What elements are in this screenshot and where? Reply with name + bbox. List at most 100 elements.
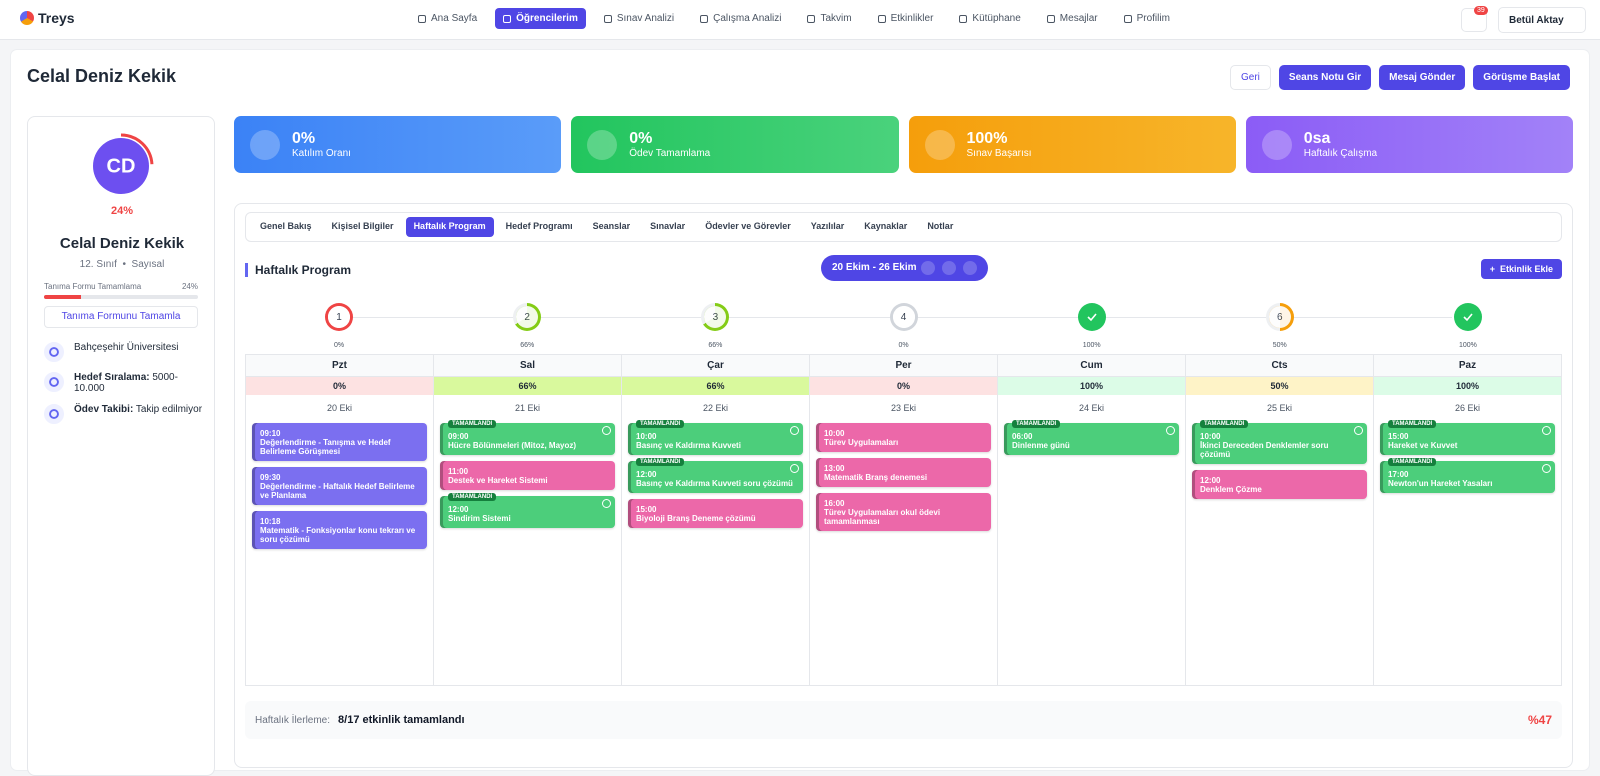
tab[interactable]: Hedef Programı: [505, 221, 573, 231]
event-time: 12:00: [448, 505, 469, 514]
event-title: Matematik - Fonksiyonlar konu tekrarı ve…: [260, 526, 416, 544]
week-range[interactable]: 20 Ekim - 26 Ekim: [821, 255, 988, 281]
tab[interactable]: Genel Bakış: [260, 221, 312, 231]
done-check: [602, 426, 611, 435]
next-week[interactable]: [963, 261, 977, 275]
tab[interactable]: Seanslar: [592, 221, 631, 231]
event-card[interactable]: 16:00 Türev Uygulamaları okul ödevi tamam…: [816, 493, 991, 531]
stat-body: 100% Sınav Başarısı: [967, 130, 1032, 159]
day-name: Pzt: [246, 355, 433, 377]
step-inner: 6: [1268, 306, 1291, 328]
event-card[interactable]: TAMAMLANDI 12:00 Basınç ve Kaldırma Kuvvet…: [628, 458, 803, 493]
event-card[interactable]: TAMAMLANDI 10:00 İkinci Dereceden Denkleml…: [1192, 420, 1367, 464]
event-card[interactable]: TAMAMLANDI 09:00 Hücre Bölünmeleri (Mitoz,…: [440, 420, 615, 455]
tab[interactable]: Kişisel Bilgiler: [331, 221, 394, 231]
header-button[interactable]: Görüşme Başlat: [1473, 65, 1570, 90]
event-time: 17:00: [1388, 470, 1409, 479]
event-card[interactable]: 12:00 Denklem Çözme: [1192, 470, 1367, 499]
student-name: Celal Deniz Kekik: [59, 235, 185, 252]
page-title: Celal Deniz Kekik: [27, 66, 177, 86]
event-title: Newton'un Hareket Yasaları: [1388, 479, 1493, 488]
info-text: Bahçeşehir Üniversitesi: [74, 342, 179, 362]
stat-card: 0% Ödev Tamamlama: [571, 116, 899, 173]
nav-label: Öğrencilerim: [516, 13, 578, 24]
prev-week[interactable]: [921, 261, 935, 275]
user-menu[interactable]: Betül Aktay: [1498, 7, 1586, 33]
event-title: Destek ve Hareket Sistemi: [448, 476, 548, 485]
day-date: 21 Eki: [514, 403, 540, 413]
tab[interactable]: Yazılılar: [810, 221, 845, 231]
event-card[interactable]: TAMAMLANDI 17:00 Newton'un Hareket Yasalar…: [1380, 458, 1555, 493]
event-title: Sindirim Sistemi: [448, 514, 511, 523]
calendar[interactable]: [942, 261, 956, 275]
nav-item[interactable]: Ana Sayfa: [410, 8, 485, 29]
week-footer: Haftalık İlerleme: 8/17 etkinlik tamamla…: [245, 701, 1562, 739]
tab[interactable]: Notlar: [927, 221, 954, 231]
info-icon: [44, 404, 64, 424]
header-button[interactable]: Mesaj Gönder: [1379, 65, 1466, 90]
event-card[interactable]: 15:00 Biyoloji Branş Deneme çözümü: [628, 499, 803, 528]
tab[interactable]: Ödevler ve Görevler: [705, 221, 791, 231]
tab[interactable]: Kaynaklar: [864, 221, 908, 231]
tab[interactable]: Haftalık Program: [405, 217, 494, 237]
event-title: İkinci Dereceden Denklemler soru çözümü: [1200, 441, 1329, 459]
step-inner: 4: [892, 306, 915, 328]
nav-item[interactable]: Sınav Analizi: [596, 8, 682, 29]
info-list: Bahçeşehir Üniversitesi Hedef Sıralama: 5…: [44, 342, 204, 434]
brand-name: Treys: [38, 10, 75, 26]
nav-icon: [807, 14, 816, 23]
event-card[interactable]: 09:30 Değerlendirme - Haftalık Hedef Beli…: [252, 467, 427, 505]
field: Sayısal: [131, 259, 165, 270]
form-button[interactable]: Tanıma Formunu Tamamla: [44, 306, 198, 328]
done-badge: TAMAMLANDI: [448, 420, 497, 428]
event-card[interactable]: TAMAMLANDI 06:00 Dinlenme günü: [1004, 420, 1179, 455]
form-percent: 24%: [181, 282, 198, 291]
done-badge: TAMAMLANDI: [636, 458, 685, 466]
done-badge: TAMAMLANDI: [1200, 420, 1249, 428]
nav-item[interactable]: Kütüphane: [951, 8, 1028, 29]
step-inner: [1456, 306, 1479, 328]
header-button[interactable]: Geri: [1230, 65, 1271, 90]
event-card[interactable]: 09:10 Değerlendirme - Tanışma ve Hedef Be…: [252, 423, 427, 461]
day-column: Paz 100% 26 Eki TAMAMLANDI 15:00 Hareket ve K…: [1374, 355, 1561, 685]
event-time: 10:18: [260, 517, 281, 526]
info-text: Ödev Takibi: Takip edilmiyor: [74, 404, 202, 424]
nav-item[interactable]: Mesajlar: [1039, 8, 1106, 29]
info-label: Hedef Sıralama:: [74, 372, 150, 383]
tabs: Genel Bakış Kişisel Bilgiler Haftalık Prog…: [245, 212, 1562, 242]
nav-item[interactable]: Etkinlikler: [870, 8, 942, 29]
event-title: Hücre Bölünmeleri (Mitoz, Mayoz): [448, 441, 577, 450]
tab[interactable]: Sınavlar: [650, 221, 686, 231]
event-card[interactable]: 10:00 Türev Uygulamaları: [816, 423, 991, 452]
nav-item[interactable]: Profilim: [1116, 8, 1178, 29]
day-percent: 100%: [998, 377, 1185, 395]
day-date: 26 Eki: [1454, 403, 1480, 413]
nav-item[interactable]: Öğrencilerim: [495, 8, 586, 29]
header-button[interactable]: Seans Notu Gir: [1278, 65, 1372, 90]
nav-item[interactable]: Takvim: [799, 8, 859, 29]
stat-body: 0% Katılım Oranı: [292, 130, 351, 159]
brand[interactable]: Treys: [20, 10, 75, 26]
day-column: Çar 66% 22 Eki TAMAMLANDI 10:00 Basınç ve Kal…: [622, 355, 810, 685]
nav-label: Takvim: [820, 13, 852, 24]
stat-label: Sınav Başarısı: [966, 148, 1032, 159]
event-title: Biyoloji Branş Deneme çözümü: [636, 514, 756, 523]
nav-label: Etkinlikler: [890, 13, 934, 24]
done-badge: TAMAMLANDI: [1388, 420, 1437, 428]
form-label: Tanıma Formu Tamamlama: [44, 282, 142, 291]
event-card[interactable]: TAMAMLANDI 10:00 Basınç ve Kaldırma Kuvvet…: [628, 420, 803, 455]
event-card[interactable]: 13:00 Matematik Branş denemesi: [816, 458, 991, 487]
day-step: [1453, 303, 1482, 331]
add-event-text: Etkinlik Ekle: [1499, 264, 1553, 274]
step-number: 4: [892, 306, 915, 328]
week-grid: Pzt 0% 20 Eki 09:10 Değerlendirme - Tanışma …: [245, 354, 1562, 686]
event-card[interactable]: 10:18 Matematik - Fonksiyonlar konu tekra…: [252, 511, 427, 549]
event-card[interactable]: 11:00 Destek ve Hareket Sistemi: [440, 461, 615, 490]
nav-icon: [503, 14, 512, 23]
nav-item[interactable]: Çalışma Analizi: [692, 8, 789, 29]
add-event-button[interactable]: + Etkinlik Ekle: [1480, 259, 1562, 279]
event-card[interactable]: TAMAMLANDI 15:00 Hareket ve Kuvvet: [1380, 420, 1555, 455]
event-card[interactable]: TAMAMLANDI 12:00 Sindirim Sistemi: [440, 493, 615, 528]
event-time: 11:00: [448, 467, 469, 476]
